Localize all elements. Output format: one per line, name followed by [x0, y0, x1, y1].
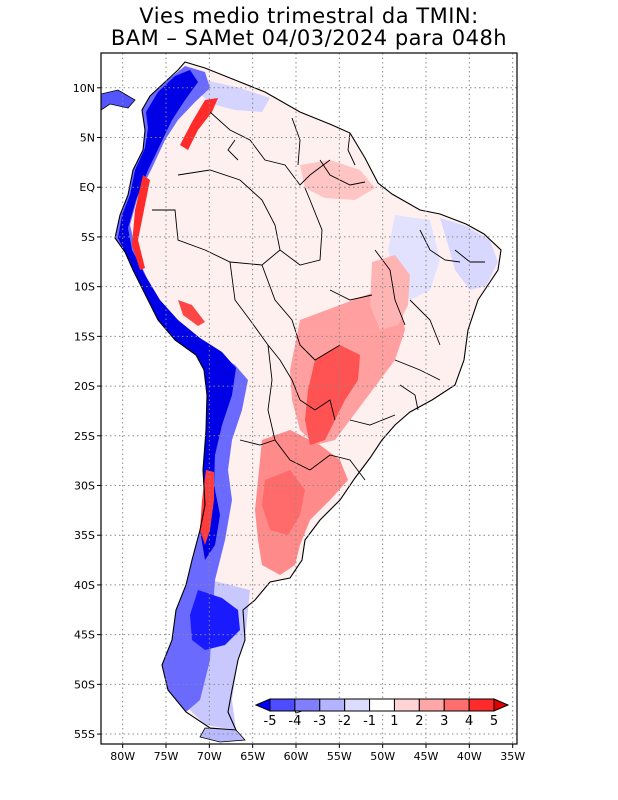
longitude-labels: 80W 75W 70W 65W 60W 55W 50W 45W 40W 35W — [110, 744, 525, 763]
colorbar-label: -4 — [288, 714, 301, 729]
colorbar-swatch — [418, 698, 445, 712]
colorbar-label: -5 — [264, 714, 277, 729]
tierra-del-fuego — [199, 727, 246, 743]
lat-label: 10S — [74, 281, 95, 294]
lat-label: 35S — [74, 529, 95, 542]
red-bias-east — [370, 255, 410, 330]
lat-label: 50S — [74, 678, 95, 691]
colorbar-label: 5 — [490, 714, 498, 729]
lon-label: 55W — [327, 750, 352, 763]
lat-label: 45S — [74, 629, 95, 642]
lon-label: 40W — [457, 750, 482, 763]
coastline — [114, 61, 502, 731]
lon-label: 75W — [154, 750, 179, 763]
red-bias-la-plata — [262, 470, 305, 535]
lon-label: 45W — [414, 750, 439, 763]
lat-label: 15S — [74, 330, 95, 343]
colorbar-label: -1 — [363, 714, 376, 729]
chart-title-line-1: Vies medio trimestral da TMIN: — [139, 4, 479, 28]
colorbar-label: -2 — [338, 714, 351, 729]
andes-deep-blue-core — [118, 70, 236, 560]
andes-red-streak-2 — [180, 98, 218, 150]
lat-label: 5S — [81, 231, 95, 244]
latitude-labels: 10N 5N EQ 5S 10S 15S 20S 25S 30S 35S 40S 45S 50S 55S — [73, 82, 101, 741]
country-borders — [152, 111, 485, 481]
andes-red-streak-3 — [200, 470, 214, 545]
colorbar-label: 2 — [415, 714, 423, 729]
central-america-fragment — [101, 89, 136, 111]
lon-label: 70W — [197, 750, 222, 763]
lon-label: 60W — [284, 750, 309, 763]
gridlines — [101, 53, 517, 744]
colorbar-swatch — [269, 698, 296, 712]
andes-red-streak-1 — [132, 175, 150, 270]
lat-label: 55S — [74, 728, 95, 741]
map-frame-border — [100, 52, 518, 745]
colorbar: -5 -4 -3 -2 -1 1 2 3 4 5 — [254, 698, 510, 729]
lat-label: 20S — [74, 380, 95, 393]
lat-label: 25S — [74, 430, 95, 443]
colorbar-label: -3 — [313, 714, 326, 729]
red-bias-core — [305, 345, 360, 445]
light-blue-area-east — [440, 218, 498, 290]
colorbar-swatch — [468, 698, 495, 712]
lon-label: 35W — [500, 750, 525, 763]
colorbar-swatch — [344, 698, 371, 712]
colorbar-label: 4 — [465, 714, 473, 729]
colorbar-arrow-high — [493, 698, 510, 712]
andes-red-streak-4 — [178, 300, 205, 326]
lat-label: 10N — [73, 82, 95, 95]
lat-label: 5N — [80, 132, 95, 145]
andes-blue-band — [115, 66, 248, 712]
lat-label: 30S — [74, 479, 95, 492]
chart-title-line-2: BAM – SAMet 04/03/2024 para 048h — [110, 26, 508, 50]
colorbar-swatch — [319, 698, 346, 712]
lon-label: 50W — [370, 750, 395, 763]
lat-label: EQ — [79, 181, 95, 194]
lon-label: 65W — [240, 750, 265, 763]
colorbar-label: 3 — [440, 714, 448, 729]
colorbar-swatch — [294, 698, 321, 712]
colorbar-swatch — [393, 698, 420, 712]
lon-label: 80W — [110, 750, 135, 763]
lat-label: 40S — [74, 579, 95, 592]
red-bias-north — [300, 160, 375, 200]
colorbar-swatch — [443, 698, 470, 712]
colorbar-swatch — [369, 698, 395, 712]
colorbar-label: 1 — [390, 714, 398, 729]
